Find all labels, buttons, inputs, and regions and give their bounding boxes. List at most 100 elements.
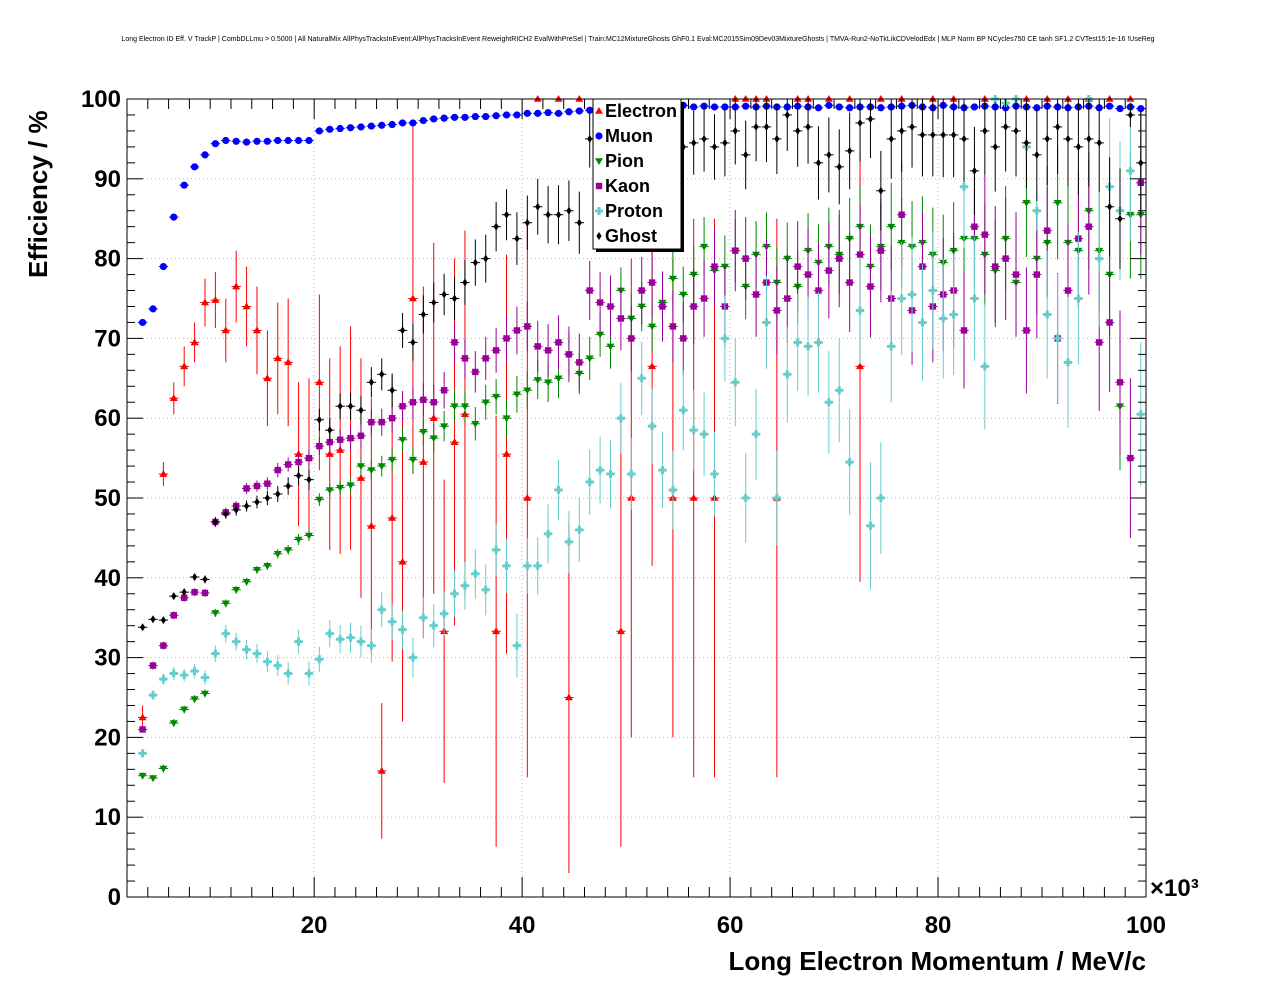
pion-marker xyxy=(554,375,563,383)
proton-point xyxy=(585,449,595,515)
proton-point xyxy=(709,431,720,517)
electron-marker xyxy=(523,494,532,501)
ghost-point xyxy=(751,99,761,162)
proton-marker xyxy=(325,629,334,638)
ghost-marker xyxy=(1003,122,1009,131)
ghost-marker xyxy=(784,110,790,119)
kaon-point xyxy=(689,268,699,344)
electron-marker xyxy=(294,450,303,457)
electron-marker xyxy=(648,362,657,370)
electron-marker xyxy=(169,394,178,402)
proton-marker xyxy=(918,318,927,327)
electron-point xyxy=(262,330,273,427)
proton-marker xyxy=(346,633,355,642)
kaon-point xyxy=(418,383,429,417)
ghost-marker xyxy=(368,378,374,387)
kaon-point xyxy=(585,260,595,321)
proton-marker xyxy=(211,649,220,658)
ghost-point xyxy=(262,490,273,506)
kaon-marker xyxy=(430,399,437,406)
proton-marker xyxy=(814,338,823,347)
ghost-marker xyxy=(826,150,832,159)
proton-point xyxy=(730,338,740,427)
ghost-marker xyxy=(940,130,946,139)
ghost-marker xyxy=(431,298,437,307)
ghost-marker xyxy=(295,471,302,480)
ghost-marker xyxy=(254,497,260,506)
y-tick-label: 60 xyxy=(94,405,121,432)
proton-marker xyxy=(502,561,511,570)
proton-point xyxy=(948,253,959,376)
proton-marker xyxy=(419,613,428,622)
proton-point xyxy=(969,236,980,361)
ghost-marker xyxy=(139,623,146,632)
proton-marker xyxy=(169,669,178,678)
electron-marker xyxy=(221,326,230,334)
muon-marker xyxy=(357,123,365,131)
ghost-point xyxy=(179,588,189,597)
muon-point xyxy=(377,121,387,129)
ghost-point xyxy=(740,120,751,190)
muon-marker xyxy=(710,103,719,111)
proton-marker xyxy=(856,306,865,315)
x-axis-title: Long Electron Momentum / MeV/c xyxy=(729,946,1146,976)
ghost-point xyxy=(917,99,928,177)
pion-marker xyxy=(159,765,168,773)
ghost-point xyxy=(189,573,200,582)
kaon-marker xyxy=(586,287,593,294)
muon-marker xyxy=(284,136,292,145)
ghost-point xyxy=(928,99,938,177)
electron-marker xyxy=(824,95,833,102)
ghost-marker xyxy=(763,122,770,131)
muon-point xyxy=(325,125,335,133)
proton-marker xyxy=(190,667,199,676)
electron-point xyxy=(824,95,834,102)
kaon-point xyxy=(345,426,356,450)
ghost-marker xyxy=(961,134,967,143)
electron-marker xyxy=(388,513,397,521)
ghost-marker xyxy=(223,509,229,518)
pion-point xyxy=(189,695,200,704)
kaon-point xyxy=(377,408,387,436)
kaon-marker xyxy=(565,351,573,358)
ghost-marker xyxy=(847,146,853,155)
ghost-marker xyxy=(1013,126,1019,135)
pion-marker xyxy=(169,720,178,728)
electron-marker xyxy=(263,374,272,382)
kaon-marker xyxy=(960,327,968,334)
electron-point xyxy=(189,322,200,363)
kaon-point xyxy=(1104,253,1115,392)
proton-marker xyxy=(1136,410,1145,419)
kaon-point xyxy=(397,391,408,422)
muon-point xyxy=(460,113,470,121)
kaon-marker xyxy=(856,251,864,258)
kaon-marker xyxy=(243,485,250,492)
proton-marker xyxy=(232,637,241,646)
pion-marker xyxy=(398,436,407,444)
proton-point xyxy=(179,668,189,682)
legend-label-ghost: Ghost xyxy=(605,226,657,246)
proton-point xyxy=(928,231,938,350)
kaon-marker xyxy=(690,303,697,310)
proton-point xyxy=(720,295,730,382)
proton-marker xyxy=(554,486,563,495)
pion-point xyxy=(241,577,252,586)
ghost-marker xyxy=(1034,150,1040,159)
kaon-point xyxy=(980,174,990,295)
muon-marker xyxy=(201,151,209,159)
proton-marker xyxy=(273,661,282,670)
ghost-marker xyxy=(212,517,218,526)
muon-point xyxy=(429,115,439,123)
proton-point xyxy=(470,549,481,599)
electron-point xyxy=(283,298,293,427)
ghost-point xyxy=(148,615,158,624)
kaon-point xyxy=(408,386,418,419)
electron-marker xyxy=(1064,95,1073,102)
kaon-marker xyxy=(524,323,531,330)
kaon-point xyxy=(678,301,688,376)
proton-point xyxy=(980,303,990,430)
proton-point xyxy=(917,264,928,381)
muon-marker xyxy=(180,181,188,189)
kaon-marker xyxy=(451,339,458,346)
proton-point xyxy=(429,604,439,648)
